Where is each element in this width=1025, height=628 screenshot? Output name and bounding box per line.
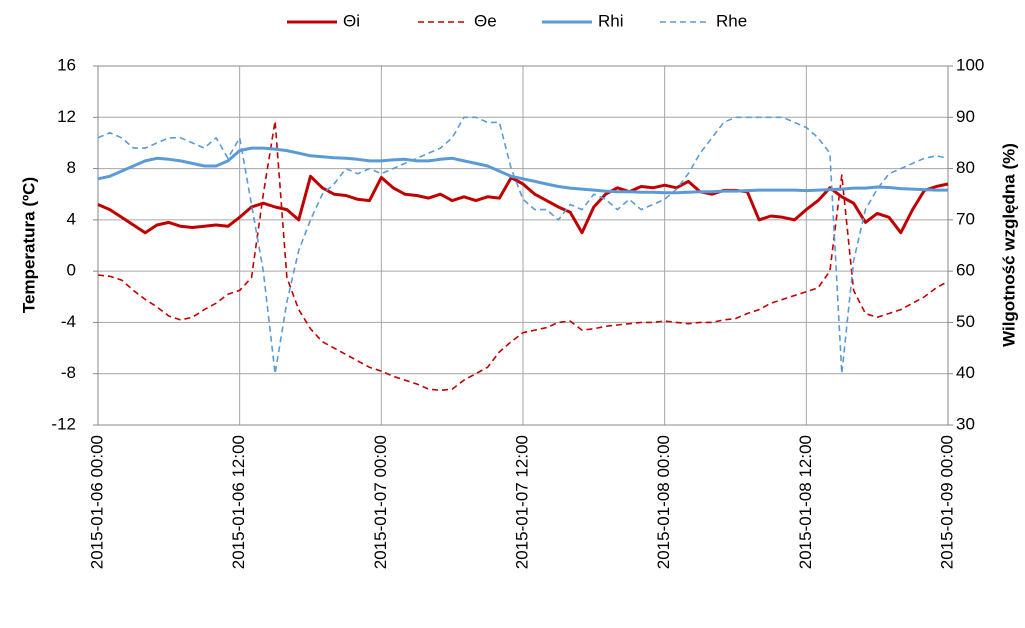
y2-tick-label: 100: [956, 55, 984, 74]
x-tick-label: 2015-01-07 12:00: [512, 435, 531, 569]
y2-tick-label: 80: [956, 158, 975, 177]
legend-label: Θe: [474, 11, 497, 30]
y-tick-label: -12: [51, 414, 76, 433]
y2-tick-label: 30: [956, 414, 975, 433]
y2-tick-label: 60: [956, 261, 975, 280]
y2-tick-label: 40: [956, 363, 975, 382]
y-tick-label: 4: [67, 209, 76, 228]
legend-label: Θi: [343, 11, 360, 30]
y2-axis-label: Wilgotność względna (%): [999, 143, 1018, 347]
y2-tick-label: 90: [956, 107, 975, 126]
y-tick-label: 12: [57, 107, 76, 126]
legend-label: Rhi: [598, 11, 624, 30]
series-line: [97, 146, 948, 195]
y-tick-label: 16: [57, 55, 76, 74]
x-tick-label: 2015-01-07 00:00: [371, 435, 390, 569]
x-tick-label: 2015-01-08 12:00: [796, 435, 815, 569]
y2-tick-label: 70: [956, 209, 975, 228]
y-tick-label: 8: [67, 158, 76, 177]
series-line: [97, 174, 949, 235]
series-line: [97, 116, 949, 375]
y-tick-label: -4: [61, 312, 76, 331]
legend-label: Rhe: [716, 11, 747, 30]
x-tick-label: 2015-01-08 00:00: [654, 435, 673, 569]
y2-tick-label: 50: [956, 312, 975, 331]
y-tick-label: 0: [67, 261, 76, 280]
plot-frame: [97, 65, 949, 426]
y-axis-label: Temperatura (ºC): [19, 177, 38, 313]
series-line: [97, 120, 949, 392]
x-tick-label: 2015-01-06 12:00: [229, 435, 248, 569]
x-tick-label: 2015-01-06 00:00: [87, 435, 106, 569]
x-tick-label: 2015-01-09 00:00: [937, 435, 956, 569]
y-tick-label: -8: [61, 363, 76, 382]
